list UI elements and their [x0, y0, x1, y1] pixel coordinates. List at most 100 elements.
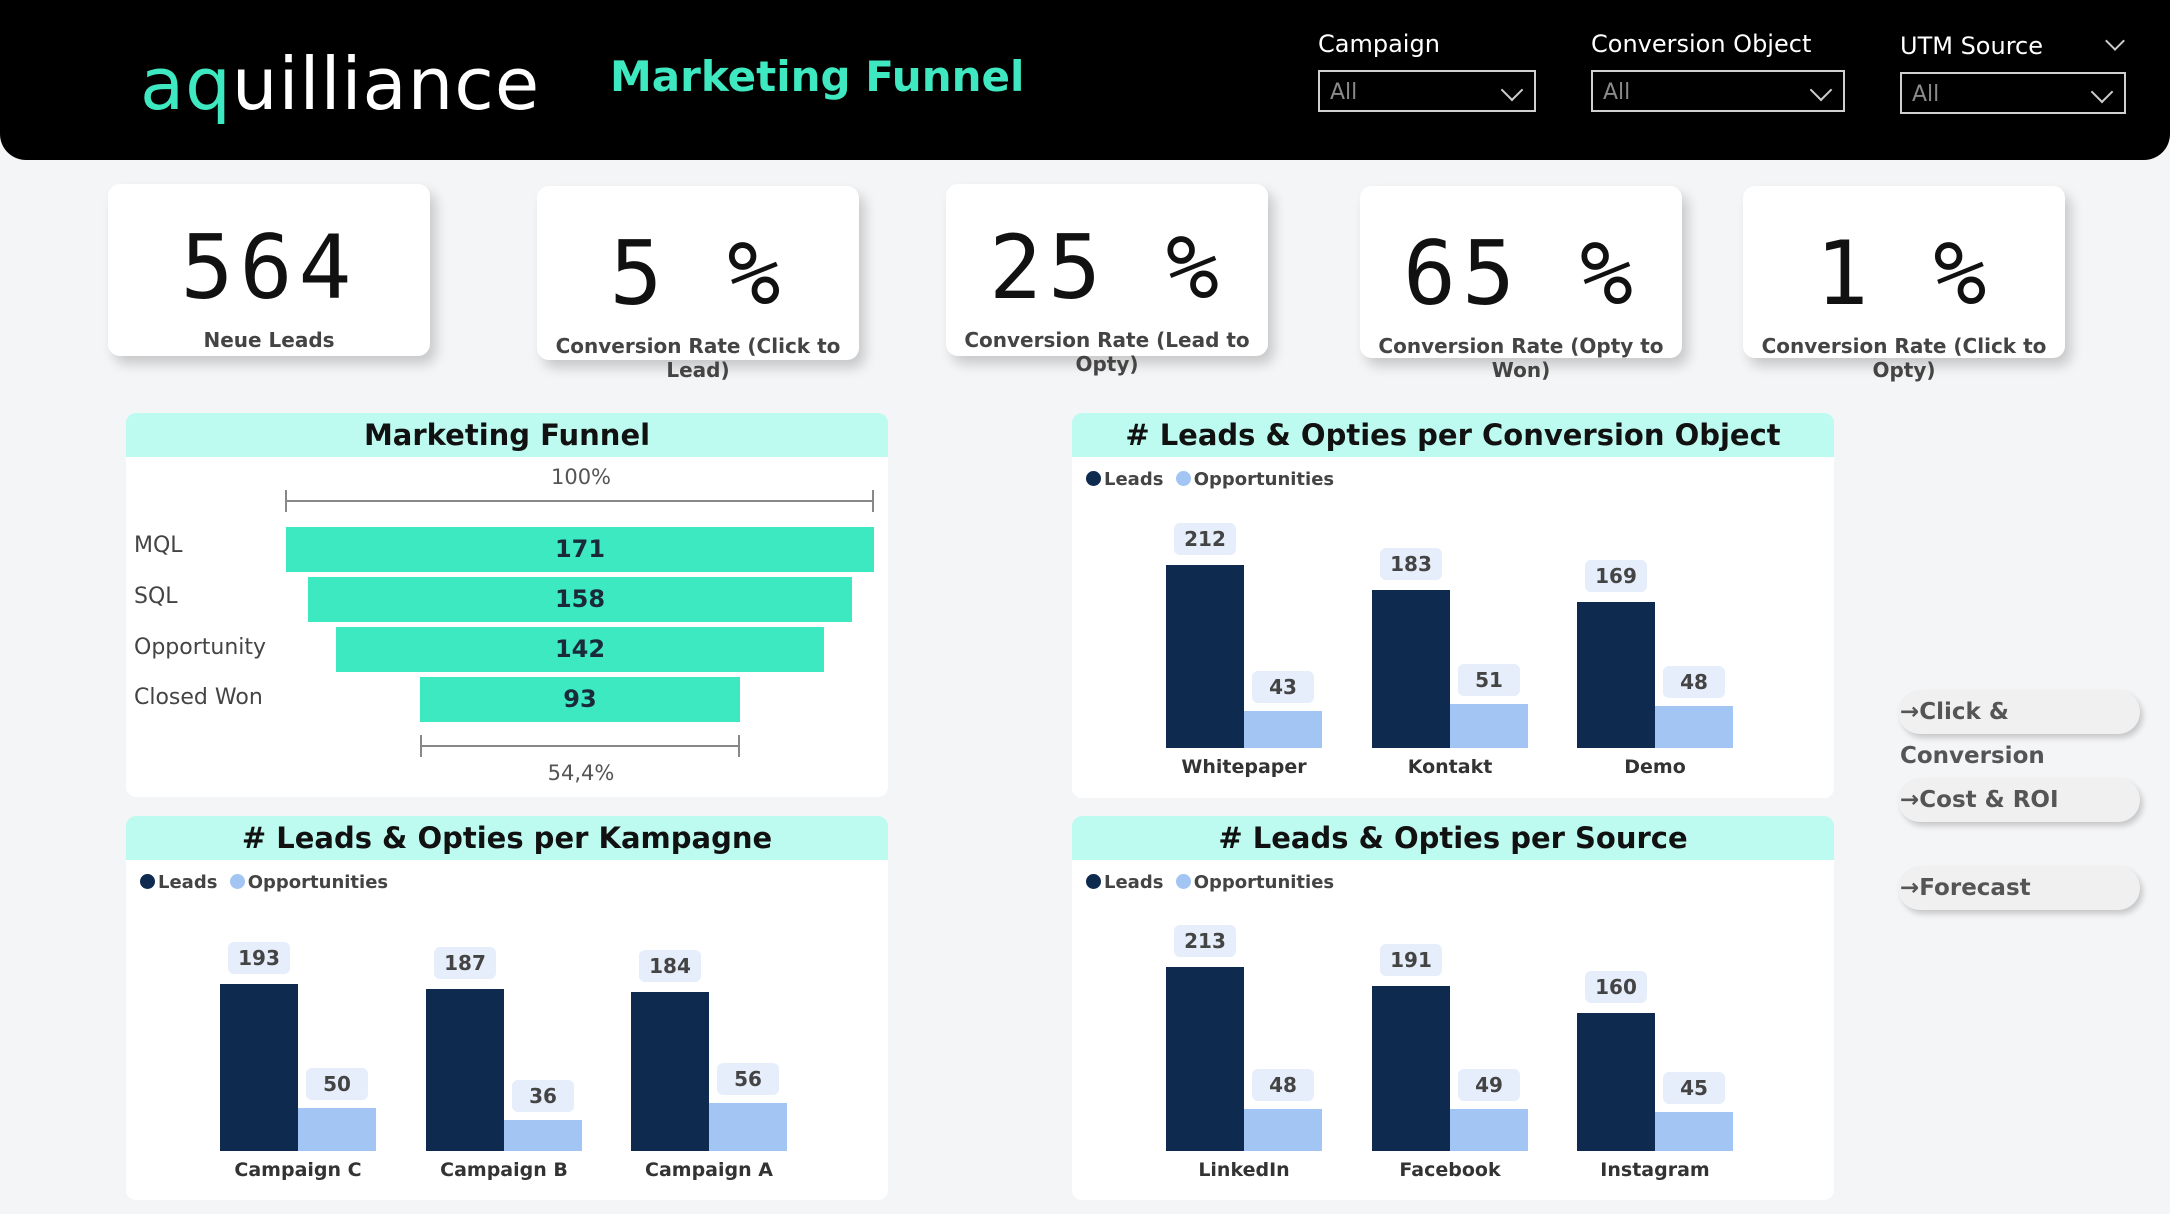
utm-source-filter: UTM Source All	[1900, 31, 2126, 114]
bar-opportunities[interactable]	[709, 1102, 787, 1151]
legend-opps-label: Opportunities	[1193, 469, 1335, 490]
data-label-leads: 183	[1380, 547, 1442, 580]
category-label: LinkedIn	[1198, 1159, 1290, 1181]
nav-button-forecast[interactable]: →Forecast	[1898, 866, 2140, 910]
chart-legend: Leads Opportunities	[1086, 872, 1334, 893]
chart-panel-source: # Leads & Opties per Source Leads Opport…	[1072, 816, 1834, 1200]
funnel-bar-mql[interactable]: 171	[286, 527, 874, 572]
funnel-bar-closed-won[interactable]: 93	[420, 677, 740, 722]
data-label-leads: 169	[1585, 559, 1647, 592]
chevron-down-icon	[1809, 78, 1833, 102]
chevron-down-icon	[2090, 80, 2114, 104]
legend-dot-leads	[1086, 471, 1101, 486]
chart-legend: Leads Opportunities	[140, 872, 388, 893]
funnel-bottom-percent: 54,4%	[547, 761, 615, 785]
data-label-opportunities: 48	[1663, 666, 1725, 699]
kpi-label: Conversion Rate (Click to Lead)	[555, 334, 841, 382]
funnel-bottom-tick-left	[420, 735, 423, 757]
kpi-card-lead-to-opty: 25 % Conversion Rate (Lead to Opty)	[946, 184, 1268, 376]
category-label: Facebook	[1399, 1159, 1501, 1181]
funnel-stage-label: Closed Won	[134, 685, 263, 710]
kpi-card-click-to-opty: 1 % Conversion Rate (Click to Opty)	[1743, 186, 2065, 382]
data-label-leads: 213	[1174, 924, 1236, 957]
data-label-opportunities: 43	[1252, 670, 1314, 703]
kpi-label: Conversion Rate (Opty to Won)	[1378, 334, 1664, 382]
data-label-leads: 212	[1174, 522, 1236, 555]
conversion-object-filter-label: Conversion Object	[1591, 30, 1812, 58]
data-label-leads: 187	[434, 947, 496, 980]
data-label-opportunities: 50	[306, 1067, 368, 1100]
bar-leads[interactable]	[631, 991, 709, 1151]
logo-rest: uilliance	[231, 42, 541, 126]
bar-leads[interactable]	[1166, 966, 1244, 1151]
bar-leads[interactable]	[1372, 589, 1450, 748]
data-label-opportunities: 49	[1458, 1068, 1520, 1101]
chart-title: # Leads & Opties per Kampagne	[126, 816, 888, 860]
category-label: Whitepaper	[1181, 756, 1307, 778]
bar-opportunities[interactable]	[1450, 1108, 1528, 1151]
legend-dot-leads	[140, 874, 155, 889]
header-bar: aquilliance Marketing Funnel Campaign Al…	[0, 0, 2170, 160]
bar-opportunities[interactable]	[1244, 710, 1322, 748]
bar-opportunities[interactable]	[1655, 1112, 1733, 1151]
bar-leads[interactable]	[1166, 564, 1244, 748]
funnel-bar-opportunity[interactable]: 142	[335, 627, 825, 672]
data-label-leads: 191	[1380, 943, 1442, 976]
bar-leads[interactable]	[220, 984, 298, 1151]
bar-leads[interactable]	[1577, 601, 1655, 748]
bar-opportunities[interactable]	[298, 1107, 376, 1151]
campaign-filter-label: Campaign	[1318, 30, 1440, 58]
bar-leads[interactable]	[1372, 985, 1450, 1151]
kpi-value: 1 %	[1815, 222, 1993, 325]
category-label: Demo	[1624, 756, 1686, 778]
chevron-down-icon	[1500, 78, 1524, 102]
kpi-card-opty-to-won: 65 % Conversion Rate (Opty to Won)	[1360, 186, 1682, 382]
category-label: Campaign C	[234, 1159, 362, 1181]
legend-leads-label: Leads	[1104, 469, 1164, 490]
funnel-top-line	[286, 500, 874, 502]
nav-button-cost-roi[interactable]: →Cost & ROI	[1898, 778, 2140, 822]
data-label-leads: 193	[228, 942, 290, 975]
kpi-value: 5 %	[609, 222, 787, 325]
bar-opportunities[interactable]	[1655, 706, 1733, 748]
utm-source-dropdown[interactable]: All	[1900, 72, 2126, 114]
data-label-opportunities: 56	[717, 1062, 779, 1095]
legend-dot-leads	[1086, 874, 1101, 889]
conversion-object-dropdown-value: All	[1603, 80, 1631, 105]
kpi-label: Neue Leads	[203, 328, 335, 352]
bar-opportunities[interactable]	[504, 1119, 582, 1151]
bar-leads[interactable]	[426, 989, 504, 1151]
bar-opportunities[interactable]	[1244, 1109, 1322, 1151]
utm-source-filter-label: UTM Source	[1900, 32, 2043, 60]
bar-opportunities[interactable]	[1450, 703, 1528, 748]
funnel-bottom-line	[420, 745, 740, 747]
logo-prefix: aq	[140, 42, 232, 126]
legend-opps-label: Opportunities	[1193, 872, 1335, 893]
funnel-top-tick-right	[872, 490, 874, 512]
bar-leads[interactable]	[1577, 1012, 1655, 1151]
kpi-label: Conversion Rate (Lead to Opty)	[964, 328, 1250, 376]
data-label-opportunities: 45	[1663, 1072, 1725, 1105]
kpi-card-click-to-lead: 5 % Conversion Rate (Click to Lead)	[537, 186, 859, 382]
campaign-dropdown[interactable]: All	[1318, 70, 1536, 112]
funnel-top-tick-left	[285, 490, 287, 512]
legend-leads-label: Leads	[158, 872, 218, 893]
utm-source-dropdown-value: All	[1912, 82, 1940, 107]
category-label: Kontakt	[1407, 756, 1493, 778]
conversion-object-filter: Conversion Object All	[1591, 30, 1845, 112]
data-label-opportunities: 36	[512, 1079, 574, 1112]
legend-dot-opps	[229, 874, 245, 889]
data-label-opportunities: 48	[1252, 1069, 1314, 1102]
kpi-card-new-leads: 564 Neue Leads	[108, 184, 430, 356]
funnel-bar-sql[interactable]: 158	[308, 577, 852, 622]
funnel-top-percent: 100%	[550, 465, 612, 489]
kpi-value: 25 %	[989, 216, 1225, 319]
data-label-opportunities: 51	[1458, 663, 1520, 696]
chart-panel-kampagne: # Leads & Opties per Kampagne Leads Oppo…	[126, 816, 888, 1200]
conversion-object-dropdown[interactable]: All	[1591, 70, 1845, 112]
chart-panel-conversion-object: # Leads & Opties per Conversion Object L…	[1072, 413, 1834, 798]
data-label-leads: 184	[639, 949, 701, 982]
nav-button-click-conversion[interactable]: →Click & Conversion	[1898, 690, 2140, 769]
legend-opps-label: Opportunities	[247, 872, 389, 893]
funnel-panel: Marketing Funnel 100% MQL 171 SQL 158 Op…	[126, 413, 888, 797]
